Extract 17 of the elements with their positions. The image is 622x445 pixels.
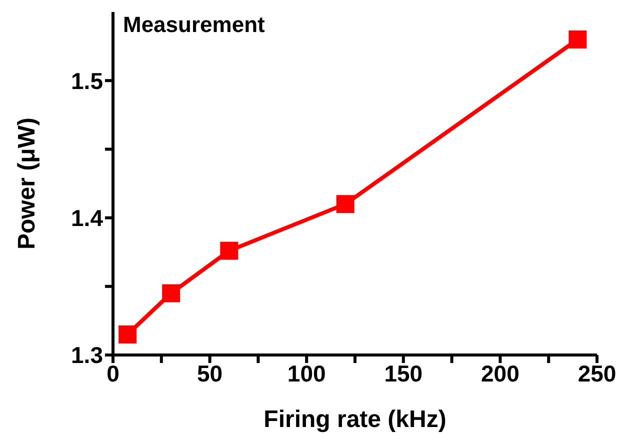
y-axis-title: Power (μW) xyxy=(14,117,41,250)
x-tick-label: 200 xyxy=(481,360,520,386)
x-tick-label: 100 xyxy=(287,360,326,386)
x-tick-label: 50 xyxy=(197,360,223,386)
chart-title: Measurement xyxy=(123,12,265,38)
point xyxy=(162,284,180,302)
x-axis-title: Firing rate (kHz) xyxy=(264,406,446,433)
y-tick-label: 1.3 xyxy=(71,342,103,368)
point xyxy=(220,242,238,260)
point xyxy=(336,195,354,214)
point xyxy=(568,30,587,48)
point xyxy=(118,325,137,344)
y-tick-label: 1.4 xyxy=(71,204,104,231)
x-tick-label: 250 xyxy=(578,360,616,386)
x-tick-label: 0 xyxy=(106,360,120,386)
y-tick-label: 1.5 xyxy=(71,68,104,94)
x-tick-label: 150 xyxy=(384,360,423,386)
